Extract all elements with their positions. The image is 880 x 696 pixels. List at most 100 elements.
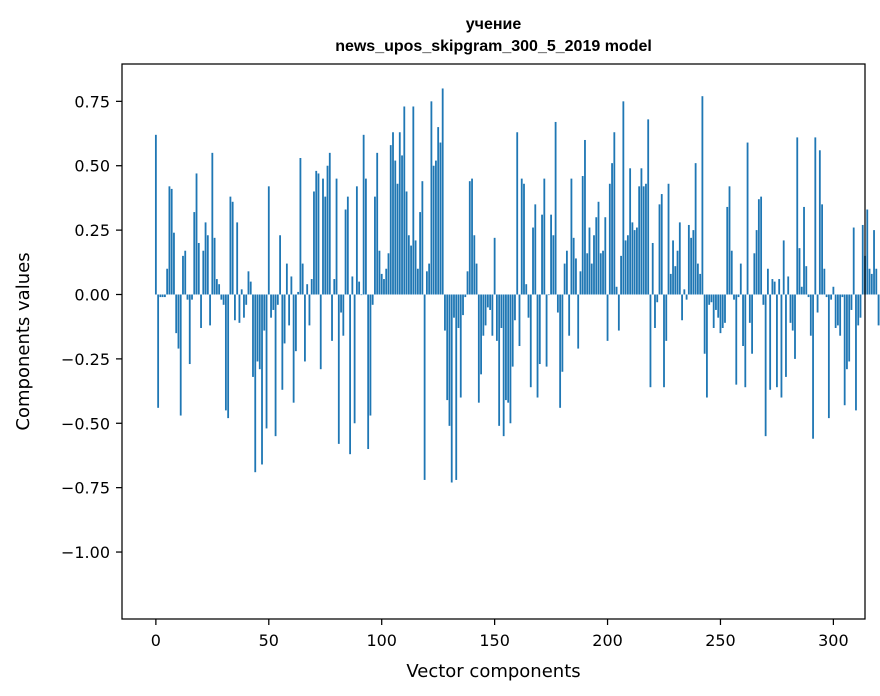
- bar-component-84: [344, 209, 347, 295]
- bar-component-157: [509, 294, 512, 424]
- bar-component-211: [631, 222, 634, 295]
- y-axis: −1.00 −0.75 −0.50 −0.25 0.00 0.25 0.50 0.75: [61, 92, 122, 562]
- bar-component-298: [827, 294, 830, 419]
- bar-component-57: [283, 294, 286, 344]
- bar-component-308: [850, 294, 853, 310]
- bar-component-138: [466, 271, 469, 295]
- bar-component-260: [742, 294, 744, 347]
- bar-component-235: [685, 294, 688, 300]
- chart-title: учение: [466, 16, 522, 33]
- bar-component-267: [757, 199, 760, 295]
- y-tick-label: 0.75: [74, 92, 110, 111]
- bar-component-99: [378, 250, 381, 295]
- bar-component-24: [209, 294, 211, 326]
- bar-component-183: [568, 294, 571, 336]
- bar-component-198: [602, 250, 604, 295]
- bar-component-45: [256, 294, 259, 362]
- bar-component-114: [412, 106, 415, 295]
- bar-component-215: [640, 168, 643, 295]
- bar-component-270: [764, 294, 767, 437]
- x-tick-label: 300: [818, 631, 849, 650]
- bar-component-116: [416, 268, 419, 295]
- bar-component-162: [520, 178, 523, 295]
- bar-component-46: [258, 294, 261, 370]
- bar-component-268: [760, 196, 763, 295]
- bar-component-98: [376, 152, 379, 295]
- bar-component-220: [651, 242, 654, 295]
- bar-component-66: [304, 294, 306, 362]
- bar-component-252: [724, 294, 726, 323]
- bar-component-214: [638, 186, 641, 295]
- bar-component-118: [421, 181, 424, 295]
- bar-component-22: [204, 222, 207, 295]
- x-tick-label: 200: [592, 631, 623, 650]
- bar-component-134: [457, 294, 460, 328]
- bar-component-228: [669, 273, 672, 295]
- bar-component-72: [317, 173, 320, 295]
- bar-component-2: [159, 294, 162, 298]
- bar-component-28: [218, 284, 221, 295]
- bar-component-205: [617, 294, 620, 331]
- bar-component-156: [507, 294, 510, 403]
- bar-component-300: [832, 286, 835, 295]
- bar-component-40: [245, 294, 248, 305]
- bar-component-96: [371, 294, 374, 305]
- bar-component-175: [550, 214, 552, 295]
- bar-component-169: [536, 294, 539, 398]
- bar-component-94: [367, 294, 370, 450]
- bar-component-320: [877, 294, 880, 326]
- bar-component-11: [179, 294, 182, 416]
- bar-component-317: [870, 273, 873, 295]
- bar-component-258: [737, 294, 740, 298]
- bar-component-240: [696, 263, 699, 295]
- bar-component-271: [766, 268, 769, 295]
- bar-component-286: [800, 286, 803, 295]
- bar-component-187: [577, 294, 580, 349]
- bar-component-253: [726, 206, 729, 295]
- bar-component-243: [703, 294, 706, 354]
- bar-component-129: [446, 294, 449, 401]
- bar-component-159: [514, 294, 516, 321]
- bar-component-153: [500, 294, 503, 328]
- bar-component-18: [195, 173, 198, 295]
- bar-component-119: [423, 294, 426, 480]
- bar-component-251: [721, 294, 724, 328]
- bar-component-131: [450, 294, 453, 483]
- bar-component-20: [200, 294, 202, 328]
- bar-component-250: [719, 294, 722, 334]
- bar-component-209: [626, 235, 629, 295]
- bar-component-87: [351, 276, 354, 295]
- bar-component-4: [164, 294, 166, 298]
- bar-component-0: [154, 134, 157, 295]
- bar-component-263: [748, 294, 751, 323]
- bar-component-95: [369, 294, 372, 416]
- bar-component-276: [778, 279, 781, 295]
- bar-component-17: [193, 212, 196, 295]
- bar-component-316: [868, 268, 871, 295]
- y-tick-label: −1.00: [61, 543, 110, 562]
- bar-component-168: [534, 204, 537, 295]
- bar-component-77: [328, 152, 331, 295]
- bar-component-107: [396, 183, 399, 295]
- bar-component-200: [606, 294, 609, 341]
- bar-component-284: [796, 137, 799, 295]
- bar-component-164: [525, 284, 528, 295]
- bar-component-151: [495, 294, 498, 341]
- bar-component-291: [812, 294, 814, 439]
- bar-component-283: [794, 294, 796, 359]
- bar-component-69: [310, 279, 313, 295]
- bar-component-166: [529, 294, 532, 388]
- bar-component-315: [866, 209, 869, 295]
- bar-component-303: [839, 294, 842, 336]
- bar-component-241: [699, 273, 702, 295]
- bar-component-160: [516, 132, 519, 295]
- bar-component-121: [428, 263, 431, 295]
- bar-component-256: [733, 294, 735, 300]
- bar-component-184: [570, 178, 573, 295]
- bar-component-319: [875, 268, 878, 295]
- bar-component-105: [392, 132, 394, 295]
- bar-component-302: [837, 294, 839, 326]
- x-tick-label: 100: [366, 631, 397, 650]
- bar-component-101: [383, 279, 385, 295]
